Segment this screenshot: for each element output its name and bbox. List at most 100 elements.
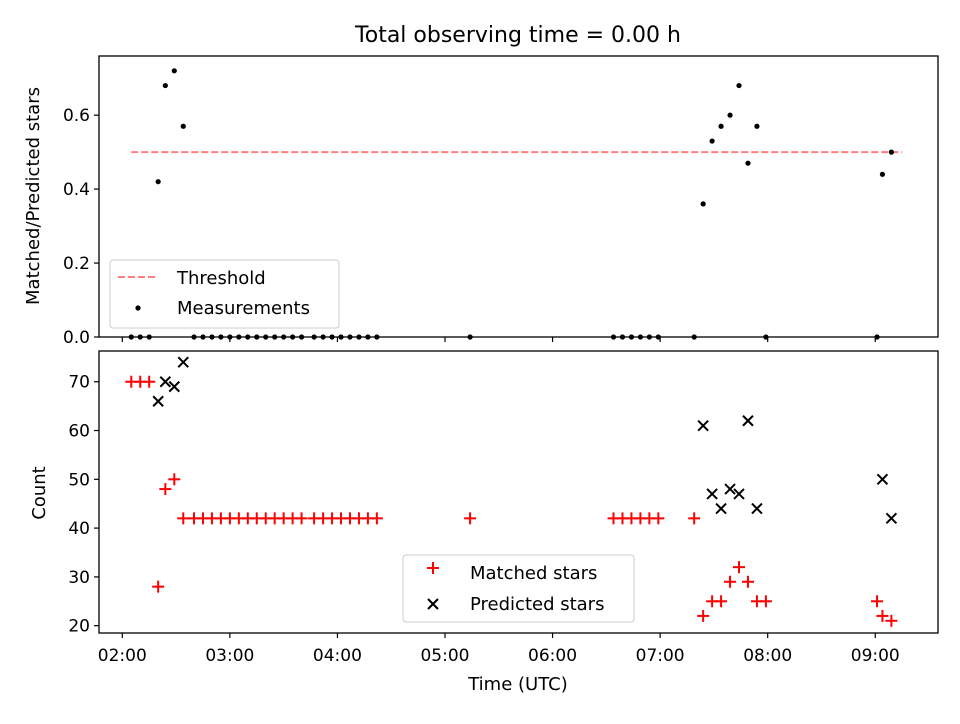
chart-title: Total observing time = 0.00 h <box>354 23 681 48</box>
measurement-point <box>290 334 296 340</box>
measurement-point <box>171 68 177 74</box>
legend-predicted-swatch <box>427 598 439 610</box>
y-axis-ticks: 20 30 40 50 60 70 <box>68 373 99 637</box>
legend: Threshold Measurements <box>109 259 340 329</box>
legend-threshold-label: Threshold <box>176 268 266 289</box>
measurement-point <box>691 334 697 340</box>
matched-star-point <box>759 595 772 608</box>
measurement-point <box>374 334 380 340</box>
measurement-point <box>888 149 894 155</box>
measurement-point <box>736 82 742 89</box>
matched-star-point <box>370 512 383 525</box>
plot-area-frame <box>98 55 939 338</box>
measurement-point <box>180 123 186 129</box>
matched-star-point <box>177 512 190 525</box>
measurement-point <box>272 334 278 340</box>
measurement-point <box>879 171 886 177</box>
legend-predicted-label: Predicted stars <box>470 594 604 615</box>
legend-matched-swatch <box>427 562 439 574</box>
legend-measurements-label: Measurements <box>177 298 310 319</box>
predicted-star-point <box>715 502 727 515</box>
measurement-point <box>347 334 353 340</box>
count-marks <box>125 356 898 627</box>
legend: Matched stars Predicted stars <box>402 554 635 623</box>
matched-star-point <box>652 512 665 525</box>
predicted-star-point <box>885 512 898 525</box>
predicted-star-point <box>876 473 889 486</box>
x-tick-label: 03:00 <box>205 646 254 666</box>
y-tick-label: 0.6 <box>63 106 90 126</box>
matched-star-point <box>143 375 156 388</box>
measurement-point <box>162 82 168 89</box>
matched-star-point <box>697 609 710 622</box>
x-axis-ticks: 02:00 03:00 04:00 05:00 06:00 07:00 08:00 09:00 <box>98 633 900 666</box>
legend-measurement-swatch <box>135 305 141 311</box>
y-axis-label: Count <box>29 466 50 519</box>
y-tick-label: 0.0 <box>63 328 90 348</box>
matched-star-point <box>688 512 701 525</box>
matched-star-point <box>733 561 746 574</box>
measurement-point <box>137 334 143 340</box>
predicted-star-point <box>751 502 763 515</box>
y-tick-label: 40 <box>68 519 90 539</box>
x-axis-ticks <box>121 337 876 342</box>
matched-star-point <box>159 483 172 496</box>
y-tick-label: 30 <box>68 568 90 588</box>
measurement-point <box>245 334 251 340</box>
matched-star-point <box>885 614 898 627</box>
predicted-star-point <box>706 488 718 500</box>
measurement-point <box>610 334 617 340</box>
measurement-point <box>155 179 161 185</box>
legend-box <box>109 259 340 329</box>
measurement-point <box>628 334 635 340</box>
y-tick-label: 20 <box>68 617 90 637</box>
measurement-point <box>320 334 326 340</box>
x-tick-label: 06:00 <box>528 646 577 666</box>
y-tick-label: 60 <box>68 422 90 442</box>
predicted-star-point <box>724 483 736 495</box>
x-tick-label: 07:00 <box>636 646 685 666</box>
measurement-point <box>254 334 260 340</box>
measurement-point <box>146 334 152 340</box>
ratio-panel: Total observing time = 0.00 h Matched/Pr… <box>23 23 939 348</box>
measurement-point <box>338 334 344 340</box>
y-tick-label: 0.2 <box>63 254 90 274</box>
measurement-point <box>700 201 706 207</box>
measurement-point <box>754 123 760 129</box>
y-axis-ticks: 0.0 0.2 0.4 0.6 <box>63 106 99 348</box>
matched-star-point <box>295 512 308 525</box>
y-axis-label: Matched/Predicted stars <box>23 87 44 305</box>
measurement-point <box>218 334 224 340</box>
measurement-point <box>311 334 317 340</box>
measurement-point <box>298 334 305 340</box>
measurement-point <box>191 334 197 340</box>
predicted-star-point <box>177 356 189 368</box>
matched-star-point <box>724 575 737 588</box>
matched-star-point <box>876 609 889 622</box>
measurement-point <box>467 334 473 340</box>
x-tick-label: 02:00 <box>98 646 147 666</box>
predicted-star-point <box>168 380 181 393</box>
matched-star-point <box>152 580 165 593</box>
measurement-point <box>745 160 751 166</box>
matched-star-point <box>715 595 728 608</box>
measurement-point <box>329 334 335 340</box>
predicted-star-point <box>742 415 754 427</box>
matched-star-point <box>464 512 477 525</box>
x-tick-label: 08:00 <box>743 646 792 666</box>
measurement-point <box>356 334 362 340</box>
measurement-point <box>236 334 242 340</box>
measurement-point <box>281 334 287 340</box>
measurement-point <box>637 334 644 340</box>
x-axis-label: Time (UTC) <box>467 674 568 695</box>
predicted-star-point <box>159 376 172 388</box>
measurement-point <box>200 334 206 340</box>
predicted-star-point <box>152 395 164 407</box>
measurement-point <box>209 334 215 340</box>
count-panel: Count Time (UTC) 02:00 03:00 04:00 05:00 06:… <box>29 350 939 695</box>
matched-star-point <box>871 595 884 608</box>
y-tick-label: 70 <box>68 373 90 393</box>
y-tick-label: 0.4 <box>63 180 90 200</box>
x-tick-label: 09:00 <box>851 646 900 666</box>
measurement-point <box>365 334 371 340</box>
